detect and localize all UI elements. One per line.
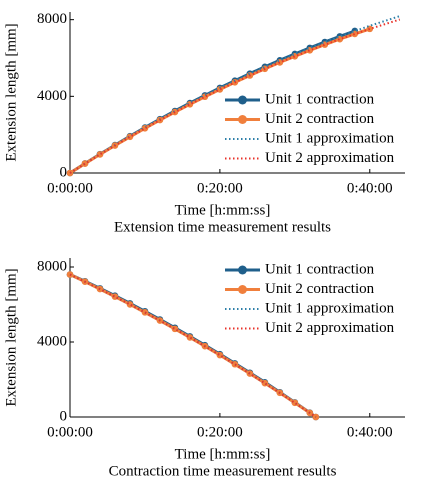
legend-marker [238,265,247,275]
y-tick-label: 8000 [37,11,67,27]
x-tick-label: 0:00:00 [47,180,93,196]
x-tick-label: 0:20:00 [197,180,243,196]
legend-label: Unit 2 contraction [265,111,375,127]
legend-marker [238,115,247,124]
legend-label: Unit 1 approximation [265,300,395,316]
series-line [69,18,401,174]
legend-label: Unit 1 contraction [265,91,375,107]
y-tick-label: 4000 [37,88,67,104]
x-axis-label: Time [h:mm:ss] [175,446,271,462]
y-tick-label: 4000 [37,333,67,349]
data-point [312,413,320,421]
chart-title: Contraction time measurement results [109,463,337,479]
y-axis-label: Extension length [mm] [3,268,19,406]
y-axis-label: Extension length [mm] [3,23,19,161]
series-line [69,273,317,418]
legend-label: Unit 2 contraction [265,281,375,297]
legend-label: Unit 2 approximation [265,320,395,336]
data-point [81,160,89,167]
x-tick-label: 0:20:00 [197,424,243,440]
data-point [126,301,134,308]
data-point [141,309,149,316]
x-tick-label: 0:40:00 [347,180,393,196]
x-axis-label: Time [h:mm:ss] [175,202,271,218]
legend-marker [238,285,247,294]
legend-label: Unit 1 contraction [265,261,375,277]
x-tick-label: 0:00:00 [47,424,93,440]
legend-label: Unit 1 approximation [265,130,395,146]
y-tick-label: 8000 [37,258,67,274]
legend-label: Unit 2 approximation [265,150,395,166]
data-point [291,399,299,407]
y-tick-label: 0 [60,164,68,180]
data-point [231,360,239,368]
y-tick-label: 0 [60,408,68,424]
legend-marker [238,95,247,105]
chart-title: Extension time measurement results [114,219,331,235]
x-tick-label: 0:40:00 [347,424,393,440]
